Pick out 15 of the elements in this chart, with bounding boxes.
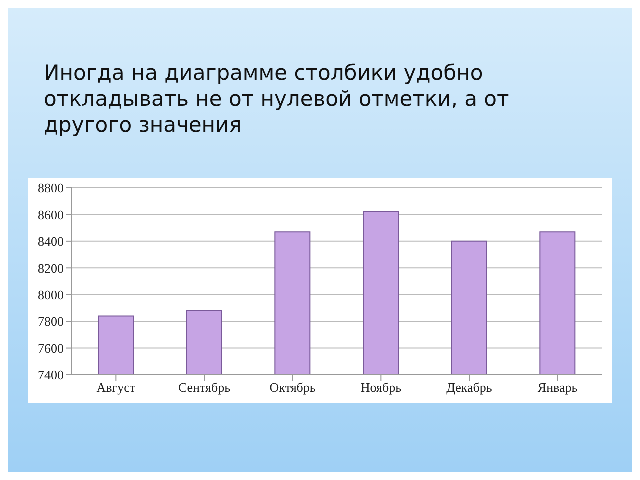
y-tick-label: 8800 <box>38 180 64 196</box>
x-tick-label: Ноябрь <box>360 380 402 396</box>
y-tick-label: 8400 <box>38 234 64 250</box>
y-tick-label: 7400 <box>38 368 64 383</box>
y-tick-label: 8200 <box>38 260 64 276</box>
x-tick-label: Август <box>96 380 136 396</box>
y-tick-label: 8600 <box>38 207 64 222</box>
chart-title: Иногда на диаграмме столбики удобно откладывать не от нулевой отметки, а от другого значения <box>44 60 510 138</box>
x-tick-label: Декабрь <box>446 380 492 396</box>
y-tick-label: 7600 <box>38 340 64 356</box>
y-tick-label: 7800 <box>38 314 64 330</box>
x-tick-label: Октябрь <box>270 380 316 396</box>
x-tick-label: Январь <box>538 380 578 396</box>
x-tick-label: Сентябрь <box>178 380 231 396</box>
y-tick-label: 8000 <box>38 287 64 302</box>
